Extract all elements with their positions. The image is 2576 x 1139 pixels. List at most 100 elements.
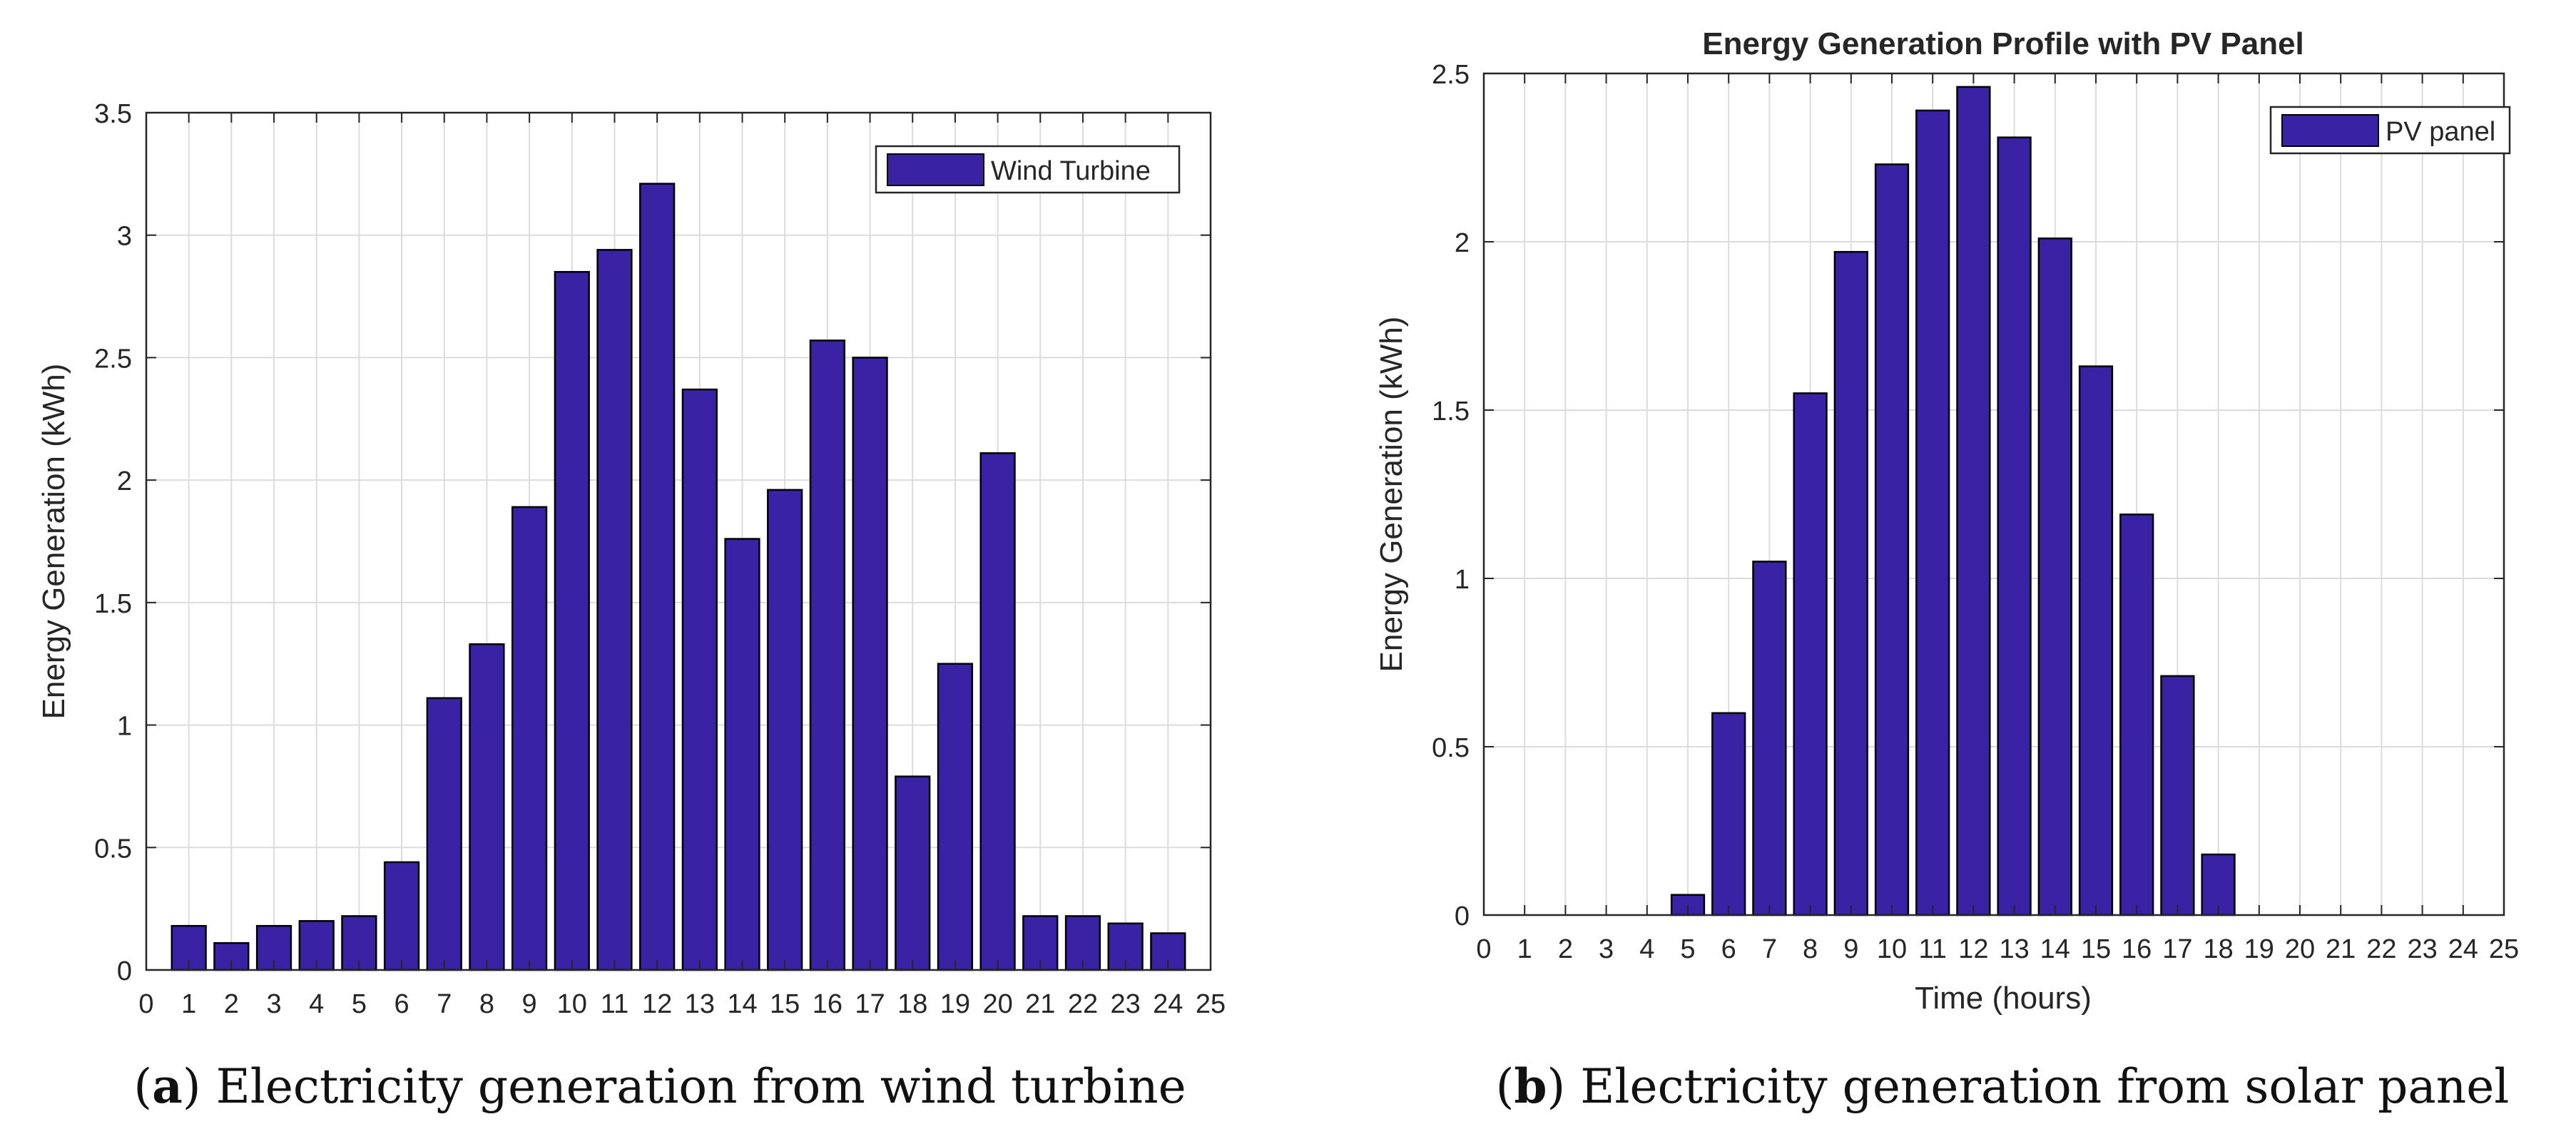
x-tick-label: 1 xyxy=(181,989,196,1019)
x-tick-label: 3 xyxy=(266,989,281,1019)
legend-label: PV panel xyxy=(2386,117,2495,147)
bar xyxy=(1793,392,1828,916)
bar xyxy=(639,183,676,971)
x-tick-label: 21 xyxy=(1025,989,1055,1019)
bar xyxy=(554,270,590,971)
x-tick-label: 15 xyxy=(2081,934,2111,964)
legend: Wind Turbine xyxy=(875,145,1181,194)
y-tick-label: 0.5 xyxy=(94,834,132,864)
y-tick-label: 2 xyxy=(117,466,132,496)
x-tick-label: 13 xyxy=(685,989,715,1019)
bar xyxy=(383,861,420,971)
plot-frame xyxy=(1482,72,2505,916)
x-axis-label: Time (hours) xyxy=(1915,981,2092,1016)
x-tick-label: 1 xyxy=(1517,934,1532,964)
y-tick-label: 0 xyxy=(117,956,132,986)
x-tick-label: 0 xyxy=(1476,934,1491,964)
x-tick-labels: 0 1 2 3 4 5 6 7 8 9 10 11 12 13 14 15 16 17 18 19 20 21 22 23 24… xyxy=(138,989,1226,1019)
bar xyxy=(511,506,548,971)
y-tick-label: 0 xyxy=(1455,902,1470,931)
x-tick-label: 15 xyxy=(770,989,800,1019)
bar xyxy=(2160,675,2195,916)
x-tick-label: 8 xyxy=(1803,934,1818,964)
x-tick-labels: 0 1 2 3 4 5 6 7 8 9 10 11 12 13 14 15 16 17 18 19 20 21 22 23 24… xyxy=(1476,934,2519,964)
x-tick-label: 9 xyxy=(1843,934,1858,964)
x-tick-label: 16 xyxy=(813,989,842,1019)
x-tick-label: 4 xyxy=(309,989,324,1019)
y-tick-label: 1.5 xyxy=(94,589,132,619)
x-tick-label: 17 xyxy=(855,989,885,1019)
y-tick-label: 1 xyxy=(117,712,132,742)
x-tick-label: 23 xyxy=(2407,934,2437,964)
y-tick-label: 2.5 xyxy=(94,344,132,374)
x-tick-label: 6 xyxy=(394,989,409,1019)
bar xyxy=(895,775,931,971)
bar xyxy=(681,388,718,971)
x-tick-label: 5 xyxy=(1680,934,1695,964)
bar-series xyxy=(170,183,1186,971)
bar xyxy=(596,249,633,971)
caption-letter: a xyxy=(152,1058,183,1114)
x-tick-label: 7 xyxy=(437,989,452,1019)
x-tick-label: 6 xyxy=(1721,934,1736,964)
bar xyxy=(937,663,974,971)
x-tick-label: 14 xyxy=(727,989,757,1019)
caption-paren-open: ( xyxy=(1496,1059,1514,1114)
legend: PV panel xyxy=(2269,106,2511,155)
x-tick-label: 3 xyxy=(1599,934,1614,964)
x-tick-label: 22 xyxy=(1068,989,1098,1019)
pv-panel-chart: Energy Generation Profile with PV Panel … xyxy=(1374,26,2519,1114)
x-tick-label: 9 xyxy=(522,989,537,1019)
x-tick-label: 25 xyxy=(1196,989,1226,1019)
x-tick-label: 24 xyxy=(1153,989,1183,1019)
y-tick-labels: 0 0.5 1 1.5 2 2.5 3 3.5 xyxy=(94,99,132,986)
y-axis-label: Energy Generation (kWh) xyxy=(36,364,71,720)
bar xyxy=(1711,712,1746,916)
caption-text: Electricity generation from solar panel xyxy=(1580,1059,2509,1114)
caption: (a) Electricity generation from wind tur… xyxy=(133,1058,1186,1114)
bar xyxy=(767,489,803,971)
x-tick-label: 16 xyxy=(2122,934,2152,964)
x-tick-label: 4 xyxy=(1639,934,1654,964)
x-tick-label: 17 xyxy=(2162,934,2192,964)
bar xyxy=(1833,250,1868,916)
chart-title: Energy Generation Profile with PV Panel xyxy=(1702,26,2304,61)
wind-turbine-chart: 0 1 2 3 4 5 6 7 8 9 10 11 12 13 14 15 16 17 18 19 20 21 22 23 24… xyxy=(36,99,1226,1114)
legend-label: Wind Turbine xyxy=(991,156,1151,186)
x-tick-label: 25 xyxy=(2489,934,2519,964)
caption-paren-close: ) xyxy=(183,1059,216,1114)
x-tick-label: 19 xyxy=(940,989,970,1019)
grid-lines xyxy=(1483,73,2505,916)
x-tick-label: 12 xyxy=(1958,934,1988,964)
y-axis-label: Energy Generation (kWh) xyxy=(1374,317,1409,673)
bar xyxy=(1752,561,1787,916)
caption-paren-close: ) xyxy=(1547,1059,1581,1114)
caption-letter: b xyxy=(1514,1058,1547,1114)
x-tick-label: 20 xyxy=(982,989,1012,1019)
legend-swatch xyxy=(887,153,984,186)
x-tick-label: 2 xyxy=(224,989,239,1019)
bar xyxy=(979,452,1016,971)
x-tick-label: 8 xyxy=(479,989,494,1019)
grid-lines xyxy=(146,112,1211,971)
bar xyxy=(1874,163,1910,916)
x-tick-label: 0 xyxy=(138,989,153,1019)
y-tick-label: 3 xyxy=(117,222,132,252)
bar xyxy=(298,920,335,971)
x-tick-label: 10 xyxy=(1877,934,1907,964)
tick-marks xyxy=(1483,73,2505,916)
tick-marks xyxy=(146,112,1211,971)
bar xyxy=(1150,932,1186,971)
bar xyxy=(2078,365,2114,916)
y-tick-label: 1 xyxy=(1455,565,1470,595)
y-tick-label: 2.5 xyxy=(1432,60,1470,90)
bar xyxy=(426,697,462,971)
bar xyxy=(1956,86,1991,916)
bar xyxy=(724,538,760,971)
x-tick-label: 7 xyxy=(1762,934,1777,964)
x-tick-label: 5 xyxy=(352,989,367,1019)
x-tick-label: 18 xyxy=(897,989,927,1019)
x-tick-label: 10 xyxy=(557,989,587,1019)
bar xyxy=(1915,109,1950,916)
